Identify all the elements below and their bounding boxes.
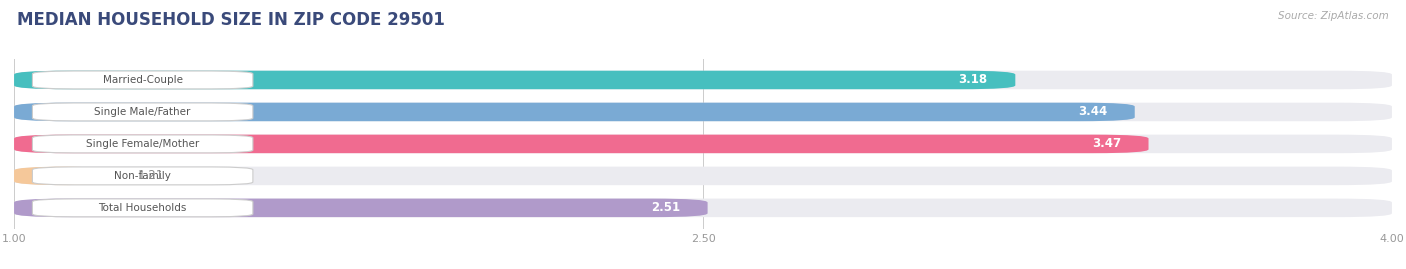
Text: 3.47: 3.47 [1092,137,1121,150]
FancyBboxPatch shape [14,199,707,217]
FancyBboxPatch shape [14,103,1135,121]
Text: Single Male/Father: Single Male/Father [94,107,191,117]
Text: 2.51: 2.51 [651,201,681,214]
Text: 3.18: 3.18 [959,73,988,86]
FancyBboxPatch shape [14,167,1392,185]
FancyBboxPatch shape [14,71,1015,89]
Text: Non-family: Non-family [114,171,172,181]
FancyBboxPatch shape [14,135,1149,153]
FancyBboxPatch shape [14,199,1392,217]
FancyBboxPatch shape [14,71,1392,89]
FancyBboxPatch shape [14,103,1392,121]
Text: 3.44: 3.44 [1078,105,1107,118]
FancyBboxPatch shape [32,199,253,217]
Text: MEDIAN HOUSEHOLD SIZE IN ZIP CODE 29501: MEDIAN HOUSEHOLD SIZE IN ZIP CODE 29501 [17,11,444,29]
FancyBboxPatch shape [32,167,253,185]
Text: Married-Couple: Married-Couple [103,75,183,85]
FancyBboxPatch shape [32,71,253,89]
FancyBboxPatch shape [14,167,111,185]
FancyBboxPatch shape [32,103,253,121]
FancyBboxPatch shape [14,135,1392,153]
Text: Total Households: Total Households [98,203,187,213]
FancyBboxPatch shape [32,135,253,153]
Text: 1.21: 1.21 [138,169,165,182]
Text: Source: ZipAtlas.com: Source: ZipAtlas.com [1278,11,1389,21]
Text: Single Female/Mother: Single Female/Mother [86,139,200,149]
